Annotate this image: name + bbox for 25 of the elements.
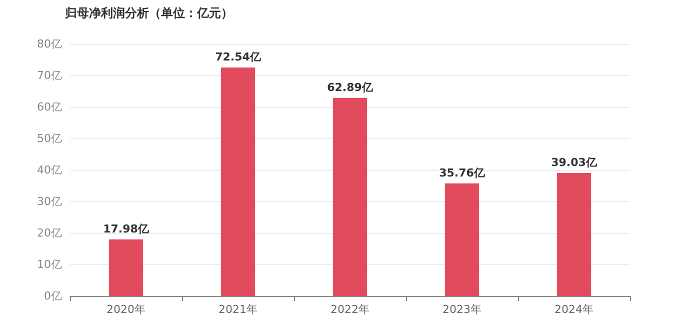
y-tick-label: 80亿 — [37, 38, 62, 50]
bar — [445, 183, 479, 296]
x-tick-label: 2024年 — [554, 303, 594, 316]
y-tick-label: 50亿 — [37, 132, 62, 145]
y-tick-label: 60亿 — [37, 100, 62, 114]
bar — [333, 98, 367, 296]
x-tick-label: 2021年 — [218, 303, 258, 316]
data-label: 62.89亿 — [327, 80, 374, 94]
y-tick-label: 0亿 — [44, 290, 62, 302]
bar — [557, 173, 591, 296]
data-label: 17.98亿 — [103, 222, 150, 236]
data-label: 72.54亿 — [215, 50, 262, 64]
bar — [221, 68, 255, 296]
y-tick-label: 40亿 — [37, 164, 62, 176]
y-tick-label: 70亿 — [37, 69, 62, 82]
y-tick-label: 10亿 — [37, 258, 62, 271]
data-label: 35.76亿 — [439, 166, 486, 180]
x-tick-label: 2020年 — [106, 303, 146, 316]
data-label: 39.03亿 — [551, 156, 598, 170]
x-tick-label: 2022年 — [330, 303, 370, 316]
x-tick-label: 2023年 — [442, 303, 482, 316]
bar — [109, 239, 143, 296]
y-tick-label: 20亿 — [37, 226, 62, 240]
chart-title: 归母净利润分析（单位：亿元） — [64, 6, 233, 20]
y-tick-label: 30亿 — [37, 195, 62, 208]
